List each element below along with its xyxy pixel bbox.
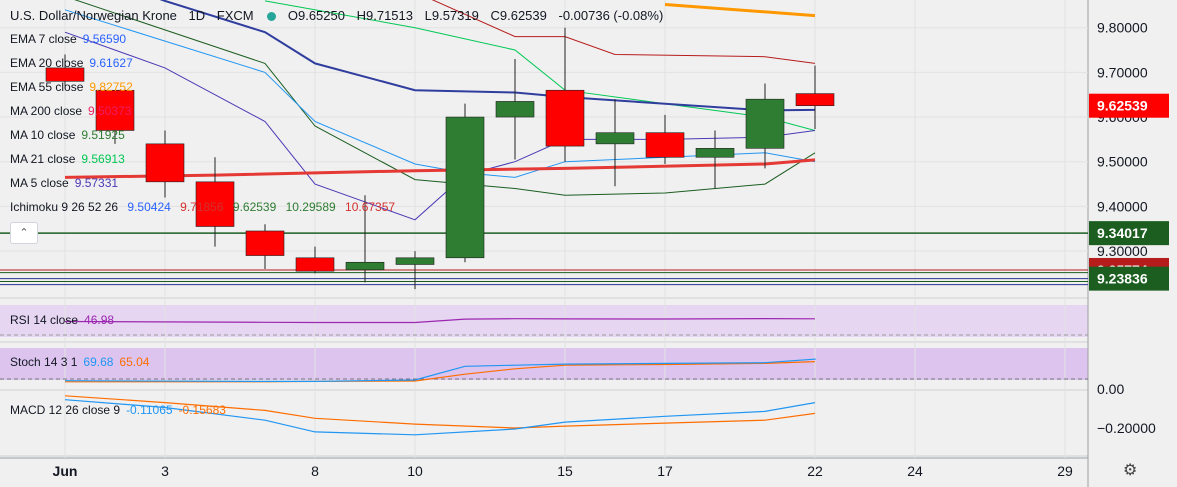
macd-tick-label: 0.00 (1097, 381, 1124, 397)
candle (145, 130, 185, 198)
candle-body (495, 101, 535, 118)
legend-ma200[interactable]: MA 200 close 9.50373 (10, 104, 132, 118)
legend-ma21[interactable]: MA 21 close 9.56913 (10, 152, 125, 166)
price-tick-label: 9.80000 (1097, 20, 1148, 36)
legend-rsi[interactable]: RSI 14 close 46.98 (10, 313, 115, 327)
candle (745, 83, 785, 169)
time-tick-label: 24 (907, 463, 923, 479)
ohlc-close: C9.62539 (490, 8, 547, 23)
candle (545, 27, 585, 162)
time-tick-label: 22 (807, 463, 823, 479)
candle-body (595, 132, 635, 145)
symbol-name: U.S. Dollar/Norwegian Krone (10, 8, 177, 23)
price-tick-label: 9.70000 (1097, 64, 1148, 80)
candle-body (645, 132, 685, 158)
price-badge-label: 9.23836 (1097, 271, 1148, 287)
price-badge-label: 9.34017 (1097, 225, 1148, 241)
candle-body (345, 261, 385, 271)
ema20-line (159, 0, 816, 112)
candle-body (395, 257, 435, 265)
legend-ma10[interactable]: MA 10 close 9.51925 (10, 128, 125, 142)
macd-line (64, 399, 816, 436)
macd-signal-line (64, 395, 816, 429)
price-tick-label: 9.40000 (1097, 198, 1148, 214)
price-badge (1089, 93, 1169, 118)
ma200-line (64, 158, 816, 179)
ema55-line (664, 3, 816, 18)
candle (195, 157, 235, 247)
ohlc-open: O9.65250 (287, 8, 345, 23)
legend-stoch[interactable]: Stoch 14 3 1 69.68 65.04 (10, 355, 150, 369)
candle-body (95, 89, 135, 131)
candle (295, 246, 335, 274)
candle (645, 114, 685, 164)
ichimoku-span-b-line (74, 0, 816, 196)
chevron-up-icon: ⌃ (19, 227, 29, 239)
price-tick-label: 9.50000 (1097, 154, 1148, 170)
ohlc-low: L9.57319 (424, 8, 479, 23)
time-tick-label: 8 (311, 463, 319, 479)
macd-tick-label: −0.20000 (1097, 420, 1156, 436)
candle-body (745, 98, 785, 149)
gear-icon[interactable]: ⚙ (1123, 462, 1138, 479)
candle (345, 195, 385, 283)
legend-ema7[interactable]: EMA 7 close 9.56590 (10, 32, 127, 46)
time-tick-label: 3 (161, 463, 169, 479)
symbol-header: U.S. Dollar/Norwegian Krone 1D FXCM O9.6… (10, 8, 671, 23)
candle (695, 130, 735, 189)
legend-ma5[interactable]: MA 5 close 9.57331 (10, 176, 119, 190)
candle (95, 89, 135, 144)
collapse-legend-button[interactable]: ⌃ (10, 222, 38, 244)
ohlc-change: -0.00736 (-0.08%) (558, 8, 664, 23)
candle-body (45, 67, 85, 82)
candle-body (145, 143, 185, 183)
price-tick-label: 9.30000 (1097, 243, 1148, 259)
rsi-band (0, 305, 1088, 337)
time-tick-label: 29 (1057, 463, 1073, 479)
price-badge (1089, 266, 1169, 291)
timeframe[interactable]: 1D (188, 8, 206, 23)
candle-body (195, 181, 235, 227)
time-tick-label: 10 (407, 463, 423, 479)
candle (245, 224, 285, 269)
price-badge (1089, 221, 1169, 246)
candle (795, 65, 835, 130)
candle-body (695, 148, 735, 158)
candle (595, 99, 635, 187)
time-tick-label: 15 (557, 463, 573, 479)
market-status-icon (267, 12, 277, 21)
candle-body (295, 257, 335, 272)
time-tick-label: 17 (657, 463, 673, 479)
ohlc-high: H9.71513 (356, 8, 413, 23)
legend-ichimoku[interactable]: Ichimoku 9 26 52 26 9.50424 9.71856 9.62… (10, 200, 396, 214)
candle (45, 54, 85, 86)
rsi-line (64, 317, 816, 324)
candle-body (445, 116, 485, 259)
legend-ema20[interactable]: EMA 20 close 9.61627 (10, 56, 133, 70)
candle (395, 251, 435, 290)
legend-ema55[interactable]: EMA 55 close 9.82752 (10, 80, 133, 94)
legend-macd[interactable]: MACD 12 26 close 9 -0.11065 -0.15683 (10, 403, 226, 417)
time-tick-label: Jun (53, 463, 78, 479)
data-source: FXCM (216, 8, 254, 23)
stoch-k-line (64, 358, 816, 382)
candle-body (795, 93, 835, 107)
candle-body (545, 89, 585, 147)
candle (445, 103, 485, 263)
price-badge-label: 9.62539 (1097, 98, 1148, 114)
candle-body (245, 230, 285, 256)
candle (495, 58, 535, 160)
